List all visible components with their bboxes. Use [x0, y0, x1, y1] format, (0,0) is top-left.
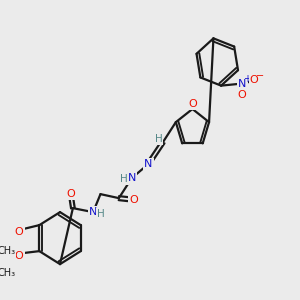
Text: H: H [121, 174, 128, 184]
Text: N: N [89, 207, 97, 217]
Text: +: + [243, 74, 251, 84]
Text: O: O [15, 227, 23, 237]
Text: N: N [238, 79, 246, 88]
Text: CH₃: CH₃ [0, 246, 15, 256]
Text: O: O [188, 99, 197, 109]
Text: N: N [128, 173, 136, 183]
Text: O: O [129, 195, 138, 205]
Text: O: O [15, 251, 23, 261]
Text: CH₃: CH₃ [0, 268, 15, 278]
Text: H: H [97, 209, 104, 219]
Text: O: O [238, 90, 247, 100]
Text: O: O [67, 189, 75, 199]
Text: −: − [256, 70, 264, 81]
Text: N: N [144, 159, 152, 169]
Text: O: O [250, 75, 259, 85]
Text: H: H [154, 134, 162, 144]
